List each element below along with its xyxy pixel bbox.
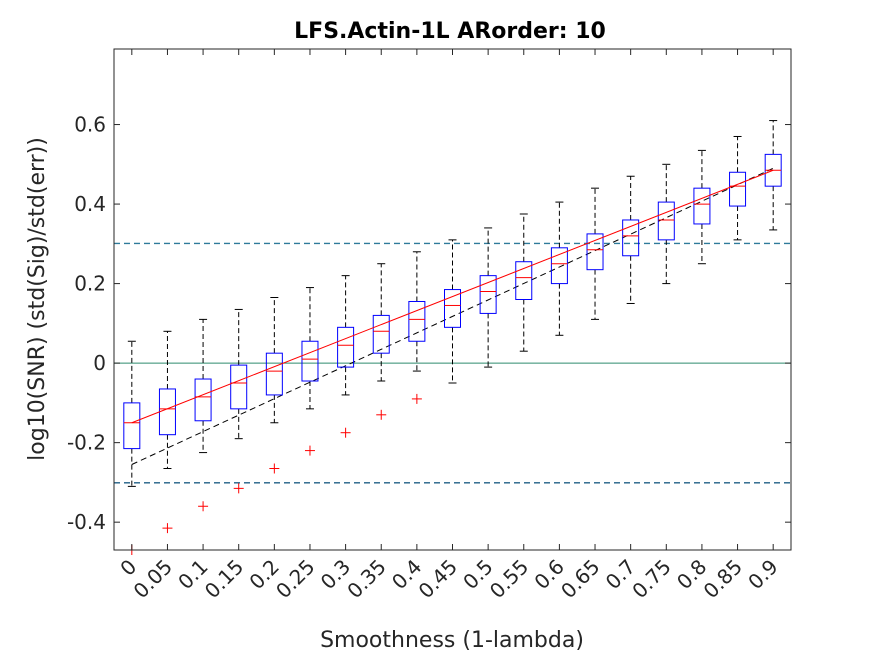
box-0.05 — [158, 330, 176, 534]
y-tick-label: 0.6 — [74, 113, 106, 137]
x-tick-label: 0.45 — [414, 555, 462, 603]
box-iqr — [194, 378, 212, 422]
x-tick-label: 0.25 — [271, 555, 319, 603]
box-0.7 — [622, 175, 640, 304]
y-tick-label: -0.2 — [67, 431, 106, 455]
box-0.4 — [408, 251, 426, 404]
x-tick-label: 0.85 — [699, 555, 747, 603]
box-iqr — [337, 326, 355, 368]
box-0.45 — [444, 239, 461, 384]
outlier-marker — [376, 409, 387, 420]
outlier-marker — [304, 445, 315, 456]
box-iqr — [479, 275, 497, 314]
box-iqr — [693, 187, 711, 225]
y-tick-label: 0 — [93, 351, 106, 375]
x-axis: 00.050.10.150.20.250.30.350.40.450.50.55… — [115, 49, 783, 603]
y-tick-label: 0.4 — [74, 192, 106, 216]
x-tick-label: 0.15 — [200, 555, 248, 603]
box-0.15 — [230, 308, 248, 494]
box-0.2 — [265, 297, 283, 474]
plot-area — [114, 120, 791, 555]
box-iqr — [372, 314, 390, 354]
box-iqr — [301, 340, 319, 382]
outlier-marker — [162, 523, 173, 534]
box-0.3 — [337, 275, 355, 438]
box-iqr — [158, 388, 176, 436]
x-tick-label: 0.65 — [556, 555, 604, 603]
box-iqr — [586, 233, 604, 271]
x-tick-label: 0.35 — [342, 555, 390, 603]
box-0.65 — [586, 187, 604, 320]
box-0.9 — [764, 120, 782, 231]
x-tick-label: 0.9 — [743, 555, 782, 594]
x-tick-label: 0.75 — [627, 555, 675, 603]
y-tick-label: 0.2 — [74, 272, 106, 296]
box-iqr — [265, 352, 283, 396]
outlier-marker — [233, 483, 244, 494]
box-0 — [123, 340, 141, 555]
box-0.75 — [657, 163, 675, 285]
box-iqr — [622, 219, 640, 257]
median-fit-line — [131, 169, 774, 424]
box-iqr — [123, 402, 141, 450]
x-tick-label: 0.55 — [485, 555, 533, 603]
box-0.8 — [693, 149, 711, 265]
outlier-marker — [411, 393, 422, 404]
y-axis-label: log10(SNR) (std(Sig)/std(err)) — [25, 137, 50, 461]
chart-title: LFS.Actin-1L ARorder: 10 — [294, 19, 606, 44]
box-iqr — [729, 171, 747, 207]
y-axis: -0.4 -0.2 0 0.2 0.4 0.6 — [67, 113, 791, 534]
box-0.1 — [194, 318, 212, 512]
box-0.85 — [729, 135, 747, 241]
y-tick-label: -0.4 — [67, 510, 106, 534]
outlier-marker — [340, 427, 351, 438]
box-0.6 — [550, 201, 568, 336]
box-0.55 — [515, 213, 533, 352]
box-0.5 — [479, 227, 497, 368]
outlier-marker — [269, 463, 280, 474]
outlier-marker — [198, 501, 209, 512]
box-iqr — [230, 364, 248, 410]
x-tick-label: 0.05 — [129, 555, 177, 603]
box-iqr — [657, 201, 675, 241]
box-iqr — [550, 247, 568, 285]
box-0.25 — [301, 287, 319, 456]
box-iqr — [515, 261, 533, 301]
axes-box — [113, 48, 792, 551]
x-axis-label: Smoothness (1-lambda) — [320, 628, 584, 653]
trend-line — [131, 167, 774, 465]
box-iqr — [444, 289, 461, 328]
box-0.35 — [372, 263, 390, 420]
box-iqr — [408, 300, 426, 342]
